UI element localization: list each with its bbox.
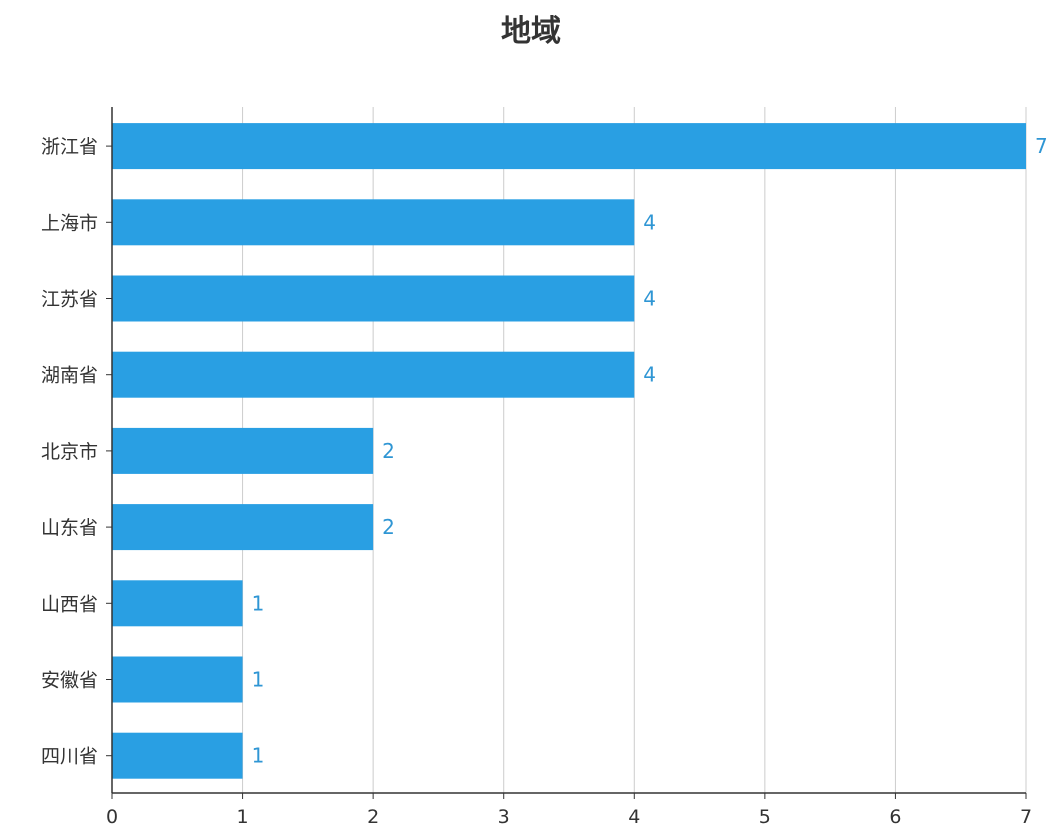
category-label: 山西省 — [41, 593, 98, 615]
x-tick-label: 7 — [1020, 806, 1032, 828]
value-label: 4 — [643, 363, 656, 387]
value-label: 2 — [382, 439, 395, 463]
category-label: 四川省 — [41, 746, 98, 768]
category-label: 山东省 — [41, 517, 98, 539]
category-label: 安徽省 — [41, 670, 98, 692]
bar — [112, 732, 243, 779]
bar — [112, 123, 1026, 170]
value-label: 4 — [643, 287, 656, 311]
category-label: 湖南省 — [41, 365, 98, 387]
bar — [112, 275, 635, 322]
value-label: 1 — [252, 744, 265, 768]
bar — [112, 351, 635, 398]
bar — [112, 656, 243, 703]
bar — [112, 504, 374, 551]
x-tick-label: 6 — [889, 806, 901, 828]
labels: 0 1 2 3 4 5 6 7 浙江省 7 上海市 4 江苏省 4 湖南省 4 北京市 2 山东省 2 山西省 1 安徽省 1… — [41, 134, 1048, 828]
value-label: 1 — [252, 668, 265, 692]
x-tick-label: 5 — [759, 806, 771, 828]
x-tick-label: 0 — [106, 806, 118, 828]
x-tick-label: 1 — [237, 806, 249, 828]
x-tick-label: 2 — [367, 806, 379, 828]
category-label: 浙江省 — [41, 136, 98, 158]
x-tick-label: 3 — [498, 806, 510, 828]
bar — [112, 580, 243, 627]
category-label: 北京市 — [41, 441, 98, 463]
value-label: 7 — [1035, 134, 1048, 158]
chart-title: 地域 — [501, 14, 561, 49]
category-label: 上海市 — [41, 212, 98, 234]
x-tick-label: 4 — [628, 806, 640, 828]
value-label: 1 — [252, 591, 265, 615]
bar — [112, 427, 374, 474]
bars — [112, 123, 1026, 779]
value-label: 2 — [382, 515, 395, 539]
value-label: 4 — [643, 210, 656, 234]
category-label: 江苏省 — [41, 289, 98, 311]
axes — [106, 107, 1027, 799]
bar — [112, 199, 635, 246]
